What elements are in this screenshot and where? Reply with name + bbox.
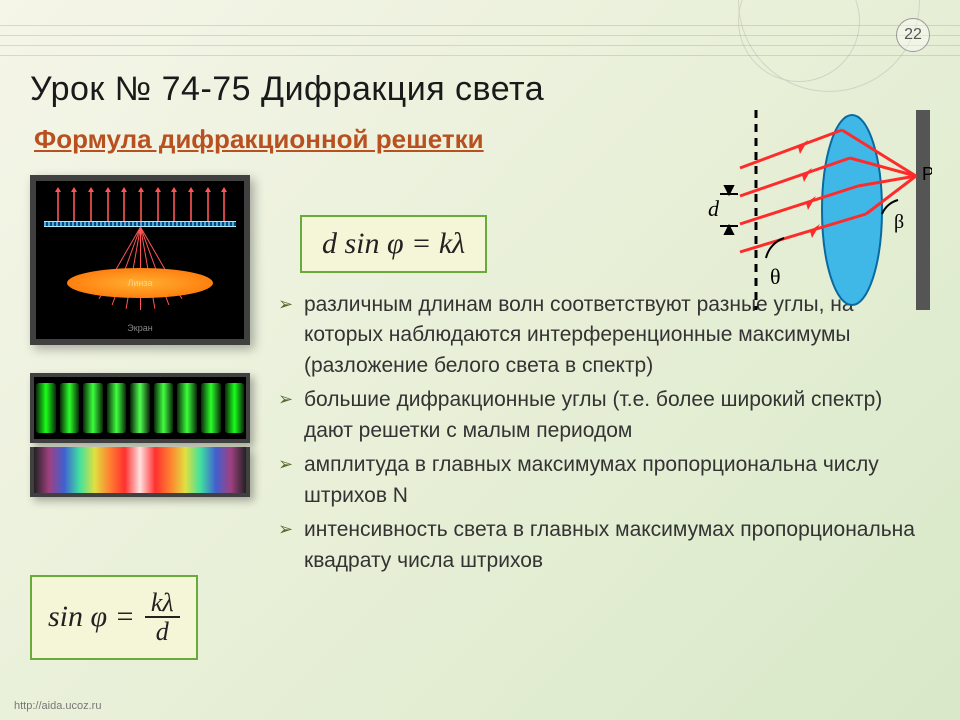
- intensity-bar: [107, 383, 127, 433]
- ray-arrowhead-icon: [171, 187, 177, 192]
- intensity-bar: [36, 383, 56, 433]
- fraction-numerator: kλ: [145, 589, 180, 618]
- theta-label: θ: [770, 264, 781, 289]
- ray-arrowhead-icon: [155, 187, 161, 192]
- footer-url: http://aida.ucoz.ru: [14, 700, 101, 712]
- d-label: d: [708, 196, 720, 221]
- incoming-ray: [140, 189, 142, 225]
- incoming-ray: [107, 189, 109, 225]
- fraction-denominator: d: [150, 618, 175, 645]
- left-column: Линза Экран: [30, 175, 250, 497]
- intensity-bar: [154, 383, 174, 433]
- incoming-ray: [90, 189, 92, 225]
- formula-fraction: kλ d: [145, 589, 180, 646]
- bullet-item: интенсивность света в главных максимумах…: [278, 515, 936, 576]
- intensity-bar: [60, 383, 80, 433]
- intensity-bar: [201, 383, 221, 433]
- ray-arrowheads: [798, 140, 820, 238]
- incoming-ray: [73, 189, 75, 225]
- incoming-ray: [173, 189, 175, 225]
- intensity-bar: [83, 383, 103, 433]
- white-light-spectrum-pattern: [30, 447, 250, 497]
- page-title: Урок № 74-75 Дифракция света: [30, 70, 930, 109]
- incoming-ray: [223, 189, 225, 225]
- intensity-bar: [225, 383, 245, 433]
- main-formula: d sin φ = kλ: [300, 215, 487, 273]
- incoming-ray: [190, 189, 192, 225]
- lens-shape: Линза: [67, 268, 213, 298]
- incoming-ray: [157, 189, 159, 225]
- ray-arrowhead-icon: [55, 187, 61, 192]
- beta-label: β: [894, 211, 904, 233]
- intensity-bar: [130, 383, 150, 433]
- green-interference-pattern: [30, 373, 250, 443]
- bullet-list: различным длинам волн соответствуют разн…: [278, 290, 936, 580]
- lens-ray-diagram: d θ β P: [702, 110, 932, 310]
- intensity-bar: [177, 383, 197, 433]
- spacing-d-marker: [720, 186, 738, 234]
- formula-lhs: sin φ =: [48, 600, 135, 634]
- incoming-ray: [123, 189, 125, 225]
- ray-arrowhead-icon: [221, 187, 227, 192]
- incoming-ray: [57, 189, 59, 225]
- p-label: P: [922, 164, 932, 184]
- ray-arrowhead-icon: [121, 187, 127, 192]
- ray-arrowhead-icon: [138, 187, 144, 192]
- screen-bar: [916, 110, 930, 310]
- ray-arrowhead-icon: [71, 187, 77, 192]
- ray-arrowhead-icon: [88, 187, 94, 192]
- bullet-item: большие дифракционные углы (т.е. более ш…: [278, 385, 936, 446]
- ray-arrowhead-icon: [188, 187, 194, 192]
- screen-label: Экран: [127, 323, 152, 333]
- ray-arrowhead-icon: [105, 187, 111, 192]
- bullet-item: амплитуда в главных максимумах пропорцио…: [278, 450, 936, 511]
- ray-arrowhead-icon: [205, 187, 211, 192]
- bottom-formula: sin φ = kλ d: [30, 575, 198, 660]
- lens-label: Линза: [127, 278, 152, 288]
- incoming-ray: [207, 189, 209, 225]
- grating-lens-diagram: Линза Экран: [30, 175, 250, 345]
